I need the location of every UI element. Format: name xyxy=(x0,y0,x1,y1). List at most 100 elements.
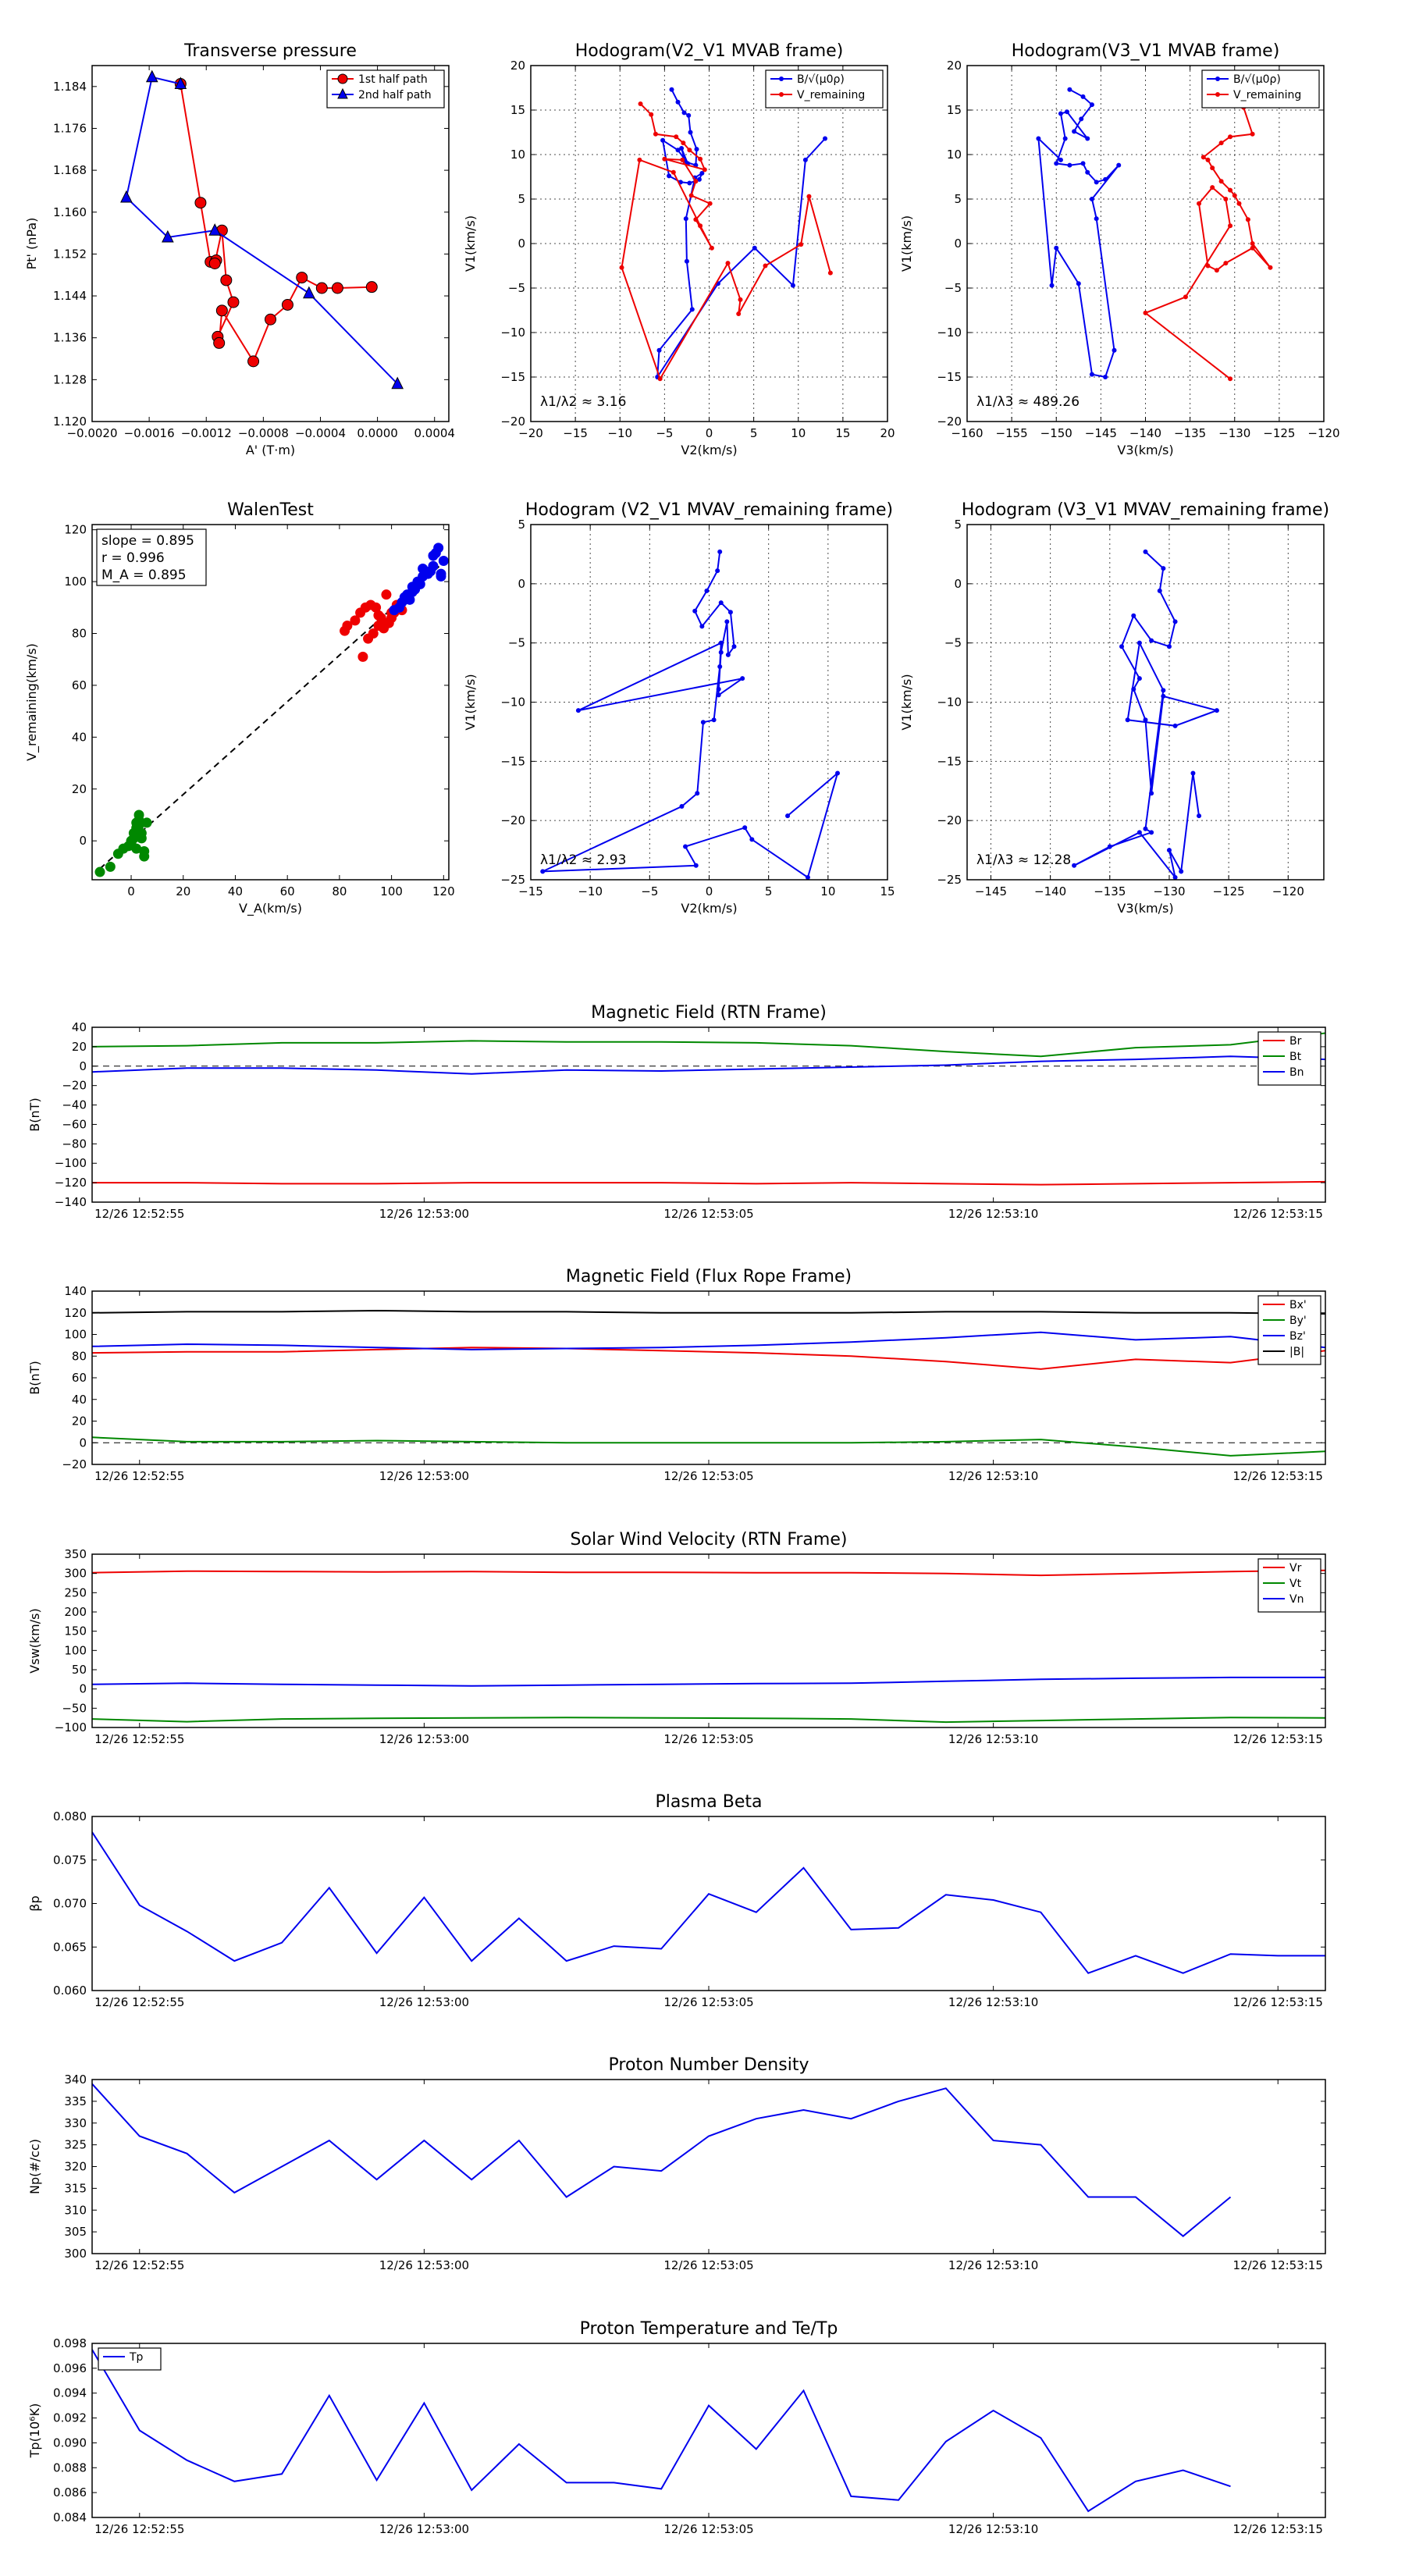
y-tick-label: 5 xyxy=(518,192,525,206)
data-point xyxy=(670,169,676,175)
plot-area xyxy=(1072,549,1220,880)
y-axis-label: V_remaining(km/s) xyxy=(24,643,40,761)
legend-marker xyxy=(779,92,784,97)
x-tick-label: −145 xyxy=(1085,426,1117,440)
x-tick-label: 40 xyxy=(228,884,243,898)
data-point xyxy=(1036,136,1041,141)
data-point xyxy=(1085,169,1090,175)
x-tick-label: 12/26 12:52:55 xyxy=(94,1995,184,2009)
x-axis-label: V3(km/s) xyxy=(1117,443,1173,457)
y-tick-label: 1.128 xyxy=(53,372,87,386)
data-point xyxy=(740,676,745,681)
data-point xyxy=(105,861,116,872)
data-point xyxy=(1197,201,1202,206)
y-tick-label: 1.184 xyxy=(53,80,87,94)
data-point xyxy=(1136,830,1142,835)
y-tick-label: 1.152 xyxy=(53,247,87,261)
data-point xyxy=(1250,131,1255,137)
chart-title: Plasma Beta xyxy=(656,1792,763,1812)
x-tick-label: 12/26 12:53:10 xyxy=(948,1469,1038,1483)
data-point xyxy=(94,866,105,877)
data-point xyxy=(1250,245,1255,251)
legend-label: |B| xyxy=(1289,1346,1304,1358)
y-tick-label: 5 xyxy=(954,518,962,532)
plot-frame xyxy=(91,1816,1326,1991)
x-tick-label: 12/26 12:53:05 xyxy=(663,2522,753,2536)
data-point xyxy=(683,844,688,849)
data-point xyxy=(1149,791,1154,796)
data-point xyxy=(1119,644,1125,649)
y-tick-label: −20 xyxy=(62,1079,87,1093)
x-tick-label: 12/26 12:53:00 xyxy=(379,2522,469,2536)
data-point xyxy=(699,624,705,629)
y-tick-label: 20 xyxy=(72,1414,87,1429)
x-tick-label: 15 xyxy=(880,884,895,898)
x-tick-label: 5 xyxy=(750,426,758,440)
data-point xyxy=(381,589,392,600)
data-point xyxy=(131,843,142,854)
y-tick-label: 10 xyxy=(510,148,525,162)
data-point xyxy=(1103,375,1108,379)
y-tick-label: −10 xyxy=(937,326,962,340)
y-tick-label: 60 xyxy=(72,678,87,692)
series-line-V_remaining xyxy=(621,103,831,381)
legend-box xyxy=(1257,1295,1321,1365)
y-tick-label: 1.144 xyxy=(53,289,87,303)
data-point xyxy=(686,112,692,118)
x-tick-label: 12/26 12:53:05 xyxy=(663,1207,753,1221)
data-point xyxy=(752,245,757,251)
data-point xyxy=(736,311,742,317)
plot-area xyxy=(619,87,833,382)
data-point xyxy=(133,809,144,820)
x-tick-label: 12/26 12:53:10 xyxy=(948,1995,1038,2009)
y-tick-label: 0.096 xyxy=(53,2361,87,2375)
x-tick-label: 12/26 12:52:55 xyxy=(94,1732,184,1746)
data-point xyxy=(1094,180,1099,185)
data-point xyxy=(1214,268,1219,273)
data-point xyxy=(679,803,685,809)
data-point xyxy=(1076,281,1081,286)
plot-frame xyxy=(91,1290,1326,1465)
y-tick-label: 305 xyxy=(64,2225,87,2239)
data-point xyxy=(679,146,685,151)
y-tick-label: −25 xyxy=(500,873,525,887)
x-tick-label: 20 xyxy=(176,884,190,898)
data-point xyxy=(1143,717,1148,723)
series-line-Bn xyxy=(92,1055,1325,1075)
y-tick-label: 0.090 xyxy=(53,2435,87,2450)
x-tick-label: 12/26 12:52:55 xyxy=(94,2522,184,2536)
y-axis-label: V1(km/s) xyxy=(899,215,914,272)
x-tick-label: 12/26 12:53:00 xyxy=(379,1995,469,2009)
data-point xyxy=(1136,640,1142,646)
data-point xyxy=(357,651,368,662)
annotation: λ1/λ2 ≈ 3.16 xyxy=(540,394,626,410)
data-point xyxy=(247,355,260,368)
data-point xyxy=(418,563,429,574)
series-line-2nd half path xyxy=(125,76,398,385)
data-point xyxy=(725,261,731,266)
chart-walen: 0 20 40 60 80 100 120 0 20 40 60 80 100 120 WalenTest V… xyxy=(24,500,455,916)
annotation: λ1/λ2 ≈ 2.93 xyxy=(540,852,626,868)
data-point xyxy=(227,296,240,308)
y-tick-label: −60 xyxy=(62,1117,87,1131)
data-point xyxy=(718,649,724,655)
y-tick-label: 350 xyxy=(64,1547,87,1561)
y-tick-label: −5 xyxy=(944,281,962,295)
x-axis-label: V_A(km/s) xyxy=(239,901,302,916)
data-point xyxy=(1157,588,1162,593)
series-line-blue xyxy=(1073,551,1220,878)
data-point xyxy=(1218,179,1224,184)
x-tick-label: −20 xyxy=(518,426,543,440)
data-point xyxy=(162,229,174,243)
data-point xyxy=(213,336,226,349)
series-line-Np xyxy=(92,2083,1232,2237)
series-line-Br xyxy=(92,1180,1325,1186)
y-axis-label: V1(km/s) xyxy=(463,674,478,730)
data-point xyxy=(1143,310,1148,315)
y-tick-label: −10 xyxy=(500,696,525,710)
data-point xyxy=(1112,347,1117,353)
y-tick-label: −140 xyxy=(55,1195,87,1209)
x-tick-label: −0.0008 xyxy=(238,426,289,440)
data-point xyxy=(669,87,674,92)
data-point xyxy=(823,136,828,141)
